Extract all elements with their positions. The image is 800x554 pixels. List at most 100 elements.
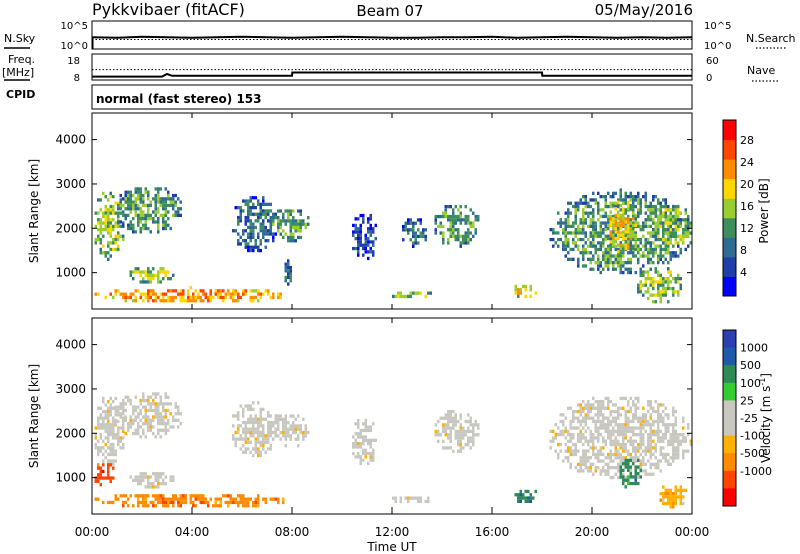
velocity-colorbar-label: Velocity [m s-1] <box>758 373 773 463</box>
power-colorbar-swatch-3 <box>723 217 736 238</box>
velocity-region-10 <box>514 489 537 503</box>
noise-right-tick-top: 10^5 <box>704 21 731 32</box>
time-tick-1: 04:00 <box>175 525 210 539</box>
time-tick-0: 00:00 <box>75 525 110 539</box>
noise-left-tick-bottom: 10^0 <box>61 41 88 52</box>
nsky-line <box>91 35 693 39</box>
velocity-colorbar-tick-7: -1000 <box>740 465 772 478</box>
velocity-colorbar-swatch-2 <box>723 365 736 384</box>
beam-title: Beam 07 <box>356 2 423 20</box>
time-tick-5: 20:00 <box>575 525 610 539</box>
power-region-1 <box>117 187 182 234</box>
velocity-ylabel: Slant Range [km] <box>27 364 41 468</box>
freq-line <box>92 71 692 78</box>
velocity-ytick-3: 4000 <box>55 338 86 352</box>
freq-label: Freq. <box>8 53 35 66</box>
time-tick-4: 16:00 <box>475 525 510 539</box>
velocity-colorbar-swatch-5 <box>723 418 736 437</box>
power-colorbar-tick-1: 24 <box>740 156 754 169</box>
velocity-region-9 <box>434 410 480 453</box>
velocity-region-5 <box>232 401 277 458</box>
freq-left-tick-top: 18 <box>67 56 80 67</box>
velocity-region-6 <box>269 414 310 448</box>
power-colorbar-tick-3: 16 <box>740 200 754 213</box>
velocity-colorbar-swatch-7 <box>723 453 736 472</box>
date-title: 05/May/2016 <box>595 1 693 19</box>
nsky-label: N.Sky <box>4 32 36 45</box>
power-colorbar-swatch-2 <box>723 237 736 258</box>
power-colorbar-swatch-5 <box>723 178 736 199</box>
power-colorbar-swatch-4 <box>723 198 736 219</box>
power-region-12 <box>549 188 692 275</box>
power-ytick-1: 2000 <box>55 221 86 235</box>
noise-right-tick-bottom: 10^0 <box>704 41 731 52</box>
power-colorbar-swatch-6 <box>723 159 736 180</box>
power-ytick-3: 4000 <box>55 133 86 147</box>
time-tick-2: 08:00 <box>275 525 310 539</box>
power-colorbar-label: Power [dB] <box>757 178 771 243</box>
time-tick-3: 12:00 <box>375 525 410 539</box>
cpid-bar: normal (fast stereo) 153 <box>91 84 693 110</box>
power-region-5 <box>269 209 310 243</box>
velocity-colorbar-tick-4: -25 <box>740 412 758 425</box>
velocity-ytick-0: 1000 <box>55 471 86 485</box>
velocity-colorbar-tick-2: 100 <box>740 377 761 390</box>
power-colorbar-swatch-7 <box>723 139 736 160</box>
velocity-colorbar-tick-3: 25 <box>740 394 754 407</box>
velocity-region-8 <box>392 496 430 504</box>
power-region-3 <box>94 285 282 303</box>
nsearch-label: N.Search <box>746 32 796 45</box>
velocity-colorbar-tick-1: 500 <box>740 359 761 372</box>
velocity-region-2 <box>129 472 175 489</box>
velocity-colorbar-swatch-8 <box>723 470 736 489</box>
power-colorbar-tick-4: 12 <box>740 222 754 235</box>
velocity-region-7 <box>352 418 377 466</box>
velocity-region-11 <box>549 396 692 480</box>
power-colorbar-swatch-8 <box>723 120 736 141</box>
power-region-8 <box>392 291 432 299</box>
velocity-ytick-2: 3000 <box>55 382 86 396</box>
velocity-region-12 <box>619 458 642 489</box>
power-region-9 <box>402 218 427 248</box>
power-panel: 1000 2000 3000 4000 Slant Range [km] 28 24 20… <box>27 112 771 310</box>
nave-label: Nave <box>747 64 775 77</box>
power-region-11 <box>514 284 537 298</box>
freq-unit-label: [MHz] <box>2 66 34 79</box>
power-colorbar-swatch-0 <box>723 276 736 297</box>
power-ytick-2: 3000 <box>55 177 86 191</box>
velocity-ytick-1: 2000 <box>55 426 86 440</box>
time-tick-6: 00:00 <box>675 525 710 539</box>
power-region-10 <box>434 205 480 248</box>
power-region-6 <box>284 259 292 286</box>
freq-right-tick-bottom: 0 <box>706 73 712 84</box>
power-ytick-0: 1000 <box>55 266 86 280</box>
velocity-colorbar-swatch-9 <box>723 488 736 507</box>
frequency-panel: Freq. [MHz] Nave CPID 18 8 60 0 <box>2 53 778 101</box>
power-region-7 <box>352 213 377 261</box>
velocity-panel: 1000 2000 3000 4000 Slant Range [km] 00:00 0… <box>27 113 773 554</box>
freq-left-tick-bottom: 8 <box>74 73 80 84</box>
velocity-region-3 <box>94 463 115 487</box>
freq-right-tick-top: 60 <box>706 56 719 67</box>
power-colorbar-tick-5: 8 <box>740 244 747 257</box>
power-colorbar-tick-2: 20 <box>740 178 754 191</box>
mode-label: normal (fast stereo) 153 <box>96 92 262 106</box>
velocity-colorbar-tick-6: -500 <box>740 447 765 460</box>
velocity-colorbar-tick-0: 1000 <box>740 342 768 355</box>
velocity-colorbar-swatch-0 <box>723 330 736 349</box>
velocity-colorbar-swatch-3 <box>723 382 736 401</box>
power-region-13 <box>607 200 637 254</box>
velocity-colorbar-swatch-4 <box>723 400 736 419</box>
velocity-colorbar-tick-5: -100 <box>740 430 765 443</box>
velocity-region-1 <box>114 392 182 439</box>
power-region-2 <box>129 267 175 284</box>
time-axis-label: Time UT <box>366 540 417 554</box>
velocity-colorbar-swatch-1 <box>723 347 736 366</box>
noise-left-tick-top: 10^5 <box>61 21 88 32</box>
power-region-15 <box>652 205 692 248</box>
power-region-14 <box>637 267 682 304</box>
station-title: Pykkvibaer (fitACF) <box>92 0 245 19</box>
noise-panel: N.Sky N.Search 10^5 10^0 10^5 10^0 <box>4 20 796 52</box>
velocity-region-13 <box>659 485 687 509</box>
